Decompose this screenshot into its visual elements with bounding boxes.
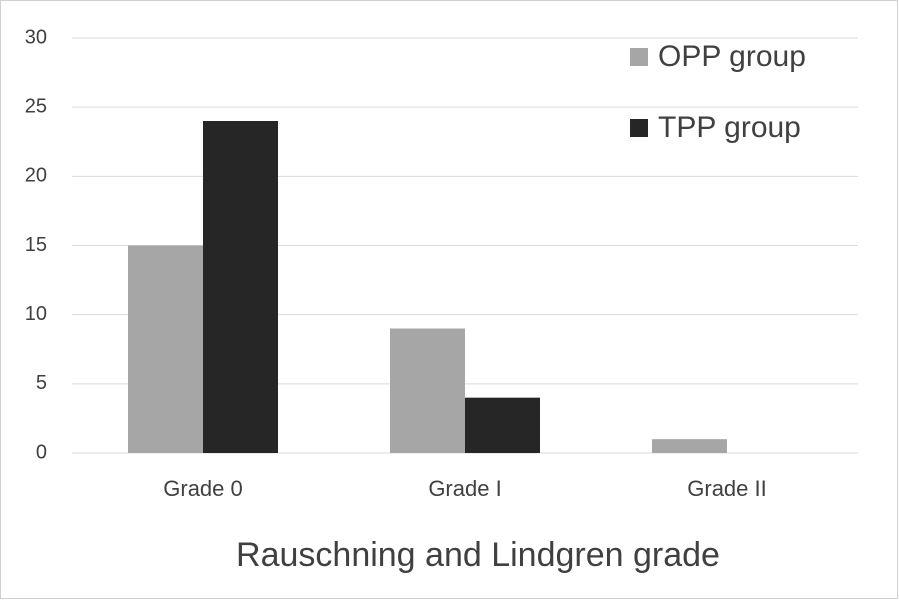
bar [652, 439, 727, 453]
x-tick-label: Grade I [428, 476, 501, 501]
legend-swatch [630, 119, 648, 137]
legend-swatch [630, 48, 648, 66]
y-tick-label: 5 [36, 372, 47, 394]
bar [390, 328, 465, 453]
y-tick-label: 20 [25, 165, 47, 187]
legend-label: OPP group [658, 40, 806, 73]
y-tick-label: 30 [25, 26, 47, 48]
legend-label: TPP group [658, 111, 801, 144]
y-tick-label: 15 [25, 234, 47, 256]
x-tick-label: Grade 0 [163, 476, 243, 501]
bar [128, 245, 203, 453]
x-tick-label: Grade II [687, 476, 766, 501]
bar [465, 397, 540, 453]
y-tick-label: 0 [36, 441, 47, 463]
x-axis-title: Rauschning and Lindgren grade [236, 536, 720, 574]
y-tick-label: 25 [25, 95, 47, 117]
y-tick-label: 10 [25, 303, 47, 325]
bar [203, 121, 278, 453]
